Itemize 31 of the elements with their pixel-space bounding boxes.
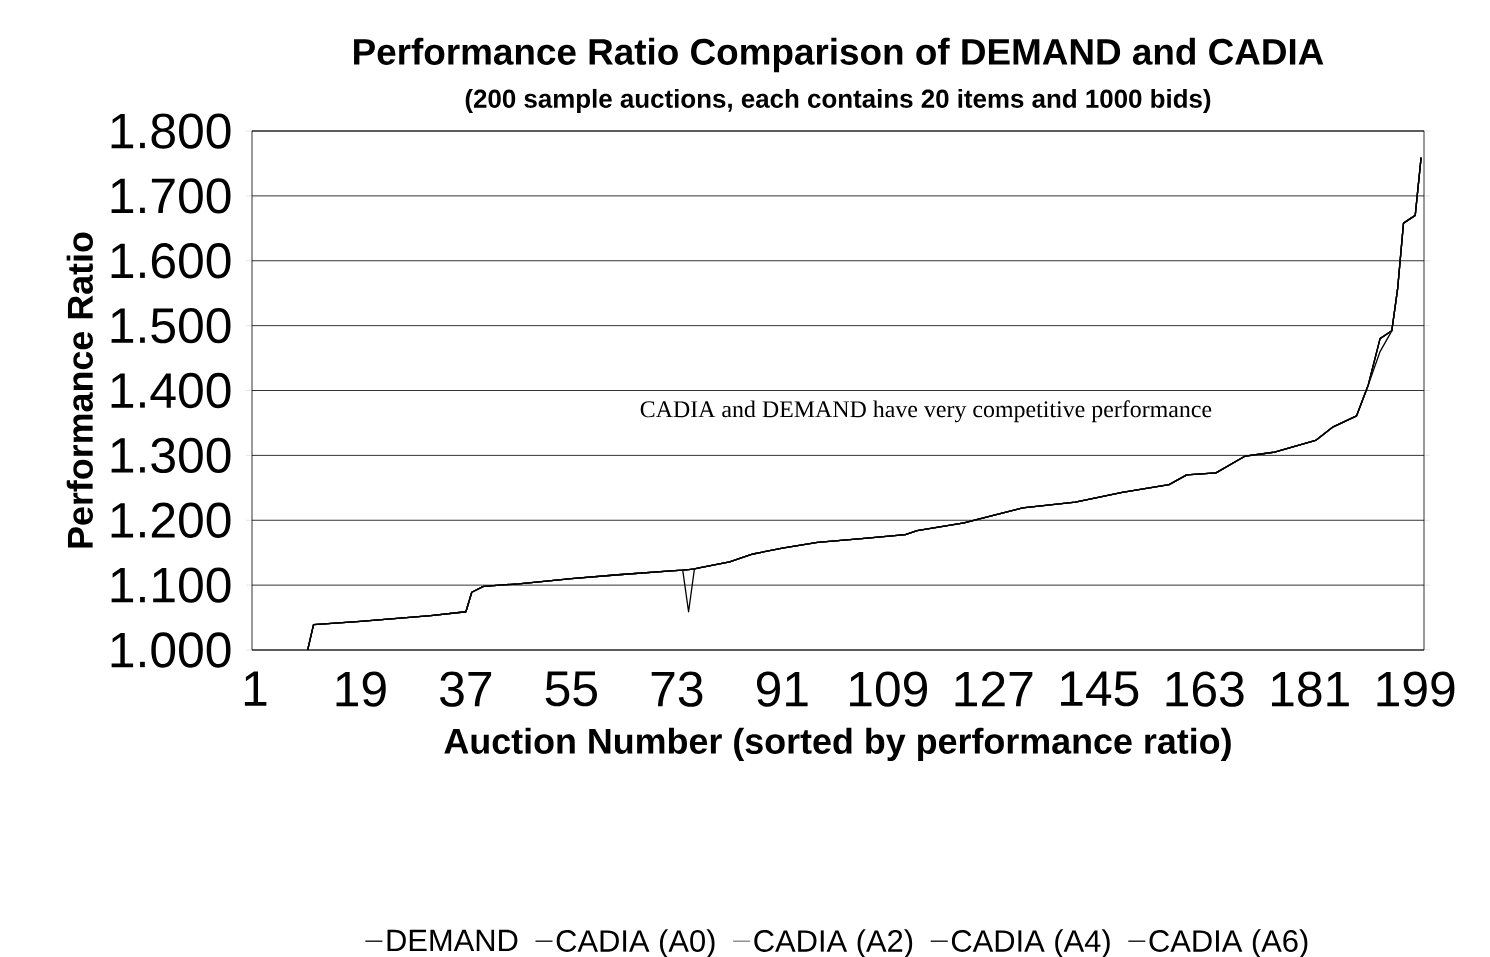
x-tick-label: 91	[756, 671, 808, 707]
x-tick-label: 127	[955, 671, 1033, 707]
x-tick-label: 1	[244, 671, 267, 706]
y-tick-label: 1.100	[111, 567, 231, 603]
annotation: CADIA and DEMAND have very competitive performance	[640, 400, 1212, 423]
x-tick-label: 181	[1271, 671, 1349, 707]
y-tick-label: 1.300	[111, 437, 231, 473]
y-tick-label: 1.700	[111, 178, 231, 214]
x-tick-label: 199	[1377, 671, 1455, 707]
x-tick-label: 19	[336, 671, 386, 707]
legend-label: CADIA (A0)	[556, 929, 715, 957]
x-tick-label: 163	[1166, 671, 1244, 707]
legend-label: CADIA (A2)	[754, 929, 913, 957]
x-tick-label: 109	[850, 671, 927, 707]
x-tick-label: 37	[440, 671, 492, 707]
y-tick-label: 1.800	[111, 113, 231, 149]
legend-label: CADIA (A6)	[1149, 929, 1308, 957]
legend-label: DEMAND	[387, 929, 518, 952]
x-tick-label: 145	[1061, 671, 1139, 707]
y-tick-label: 1.500	[111, 307, 231, 344]
y-tick-label: 1.000	[111, 632, 231, 668]
y-axis-title: Performance Ratio	[66, 232, 93, 548]
x-tick-label: 73	[651, 671, 703, 707]
x-axis-title: Auction Number (sorted by performance ratio)	[444, 727, 1231, 762]
chart-subtitle: (200 sample auctions, each contains 20 items and 1000 bids)	[465, 88, 1211, 114]
chart-title: Performance Ratio Comparison of DEMAND and CADIA	[354, 37, 1324, 73]
x-tick-label: 55	[545, 671, 597, 707]
legend-label: CADIA (A4)	[951, 929, 1110, 957]
y-tick-label: 1.400	[111, 372, 231, 409]
y-tick-label: 1.200	[111, 502, 231, 538]
y-tick-label: 1.600	[111, 243, 231, 279]
